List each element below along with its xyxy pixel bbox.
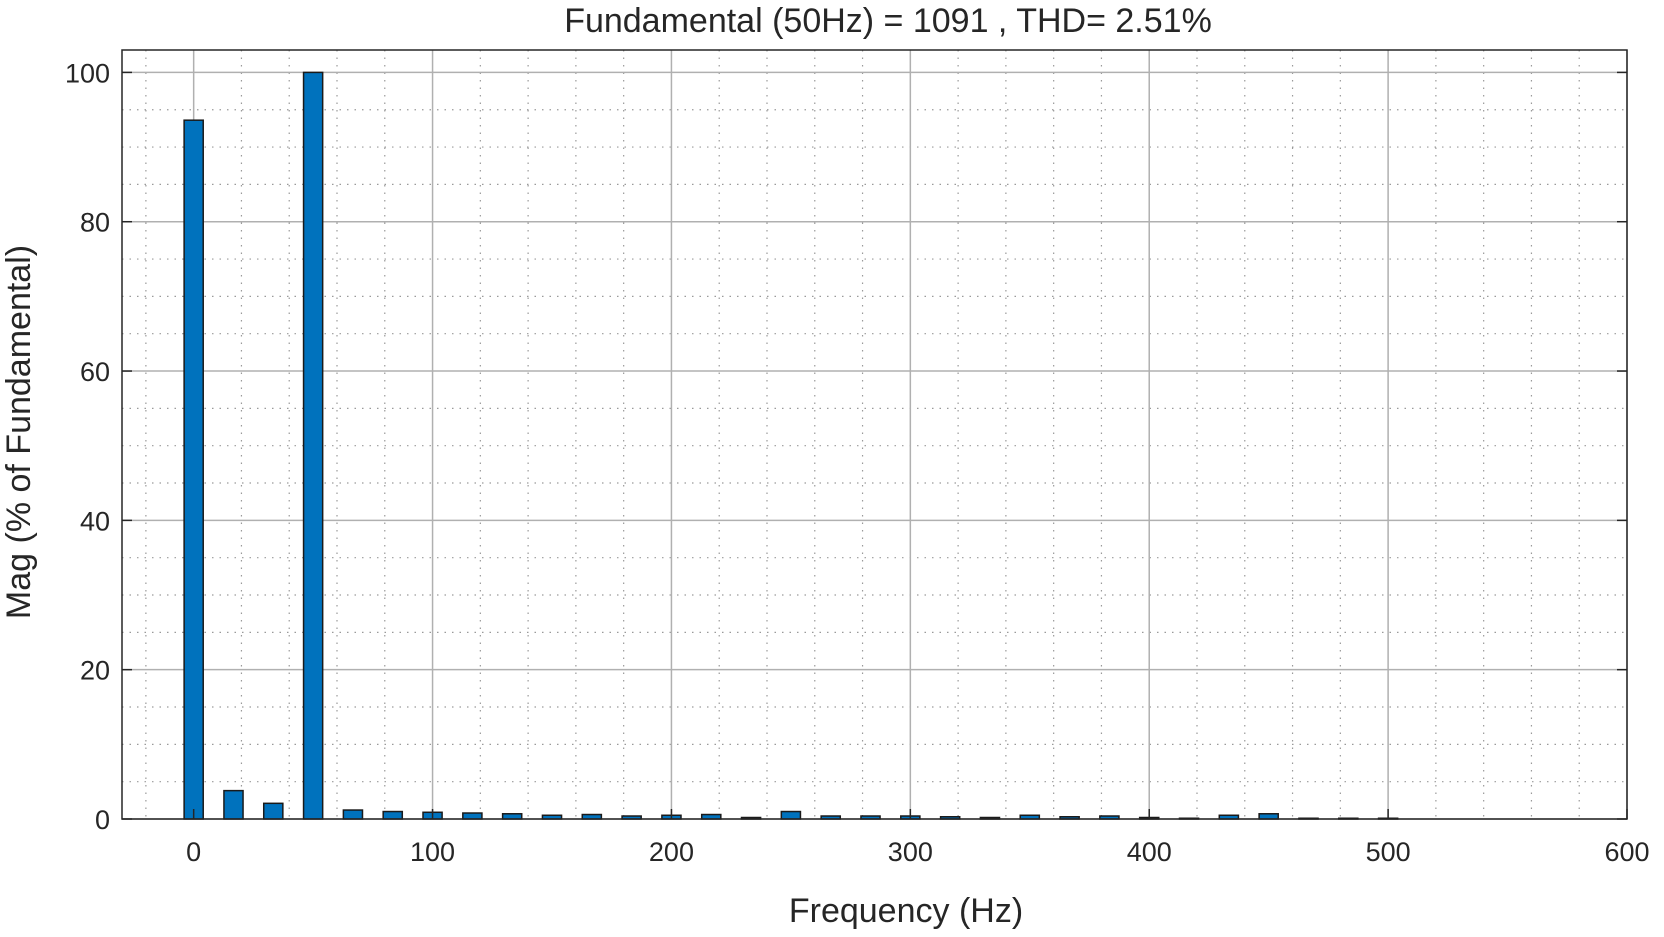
x-tick-label: 500 [1366,837,1411,867]
y-tick-label: 0 [95,805,110,835]
bar [780,810,802,820]
bar [501,813,523,820]
bar [1258,813,1279,820]
y-tick-label: 100 [65,58,110,88]
y-tick-label: 60 [80,357,110,387]
bar [302,71,324,820]
chart-title: Fundamental (50Hz) = 1091 , THD= 2.51% [564,2,1212,40]
bar [382,810,404,820]
bar [462,812,483,820]
bar [183,119,204,820]
x-tick-label: 600 [1604,837,1649,867]
bar [342,809,364,820]
y-axis-label: Mag (% of Fundamental) [0,245,38,619]
bar [223,789,244,820]
x-tick-label: 100 [410,837,455,867]
grid [122,50,1628,820]
x-tick-label: 400 [1127,837,1172,867]
x-tick-label: 300 [888,837,933,867]
bar [262,802,284,820]
axes-frame [121,49,1628,820]
x-tick-label: 200 [649,837,694,867]
y-tick-label: 80 [80,208,110,238]
tick-labels: 0 100 200 300 400 500 600 0 20 40 60 80 100 [65,58,1650,867]
y-tick-label: 40 [80,506,110,536]
x-tick-label: 0 [186,837,201,867]
x-axis-label: Frequency (Hz) [789,892,1023,930]
y-tick-label: 20 [80,656,110,686]
